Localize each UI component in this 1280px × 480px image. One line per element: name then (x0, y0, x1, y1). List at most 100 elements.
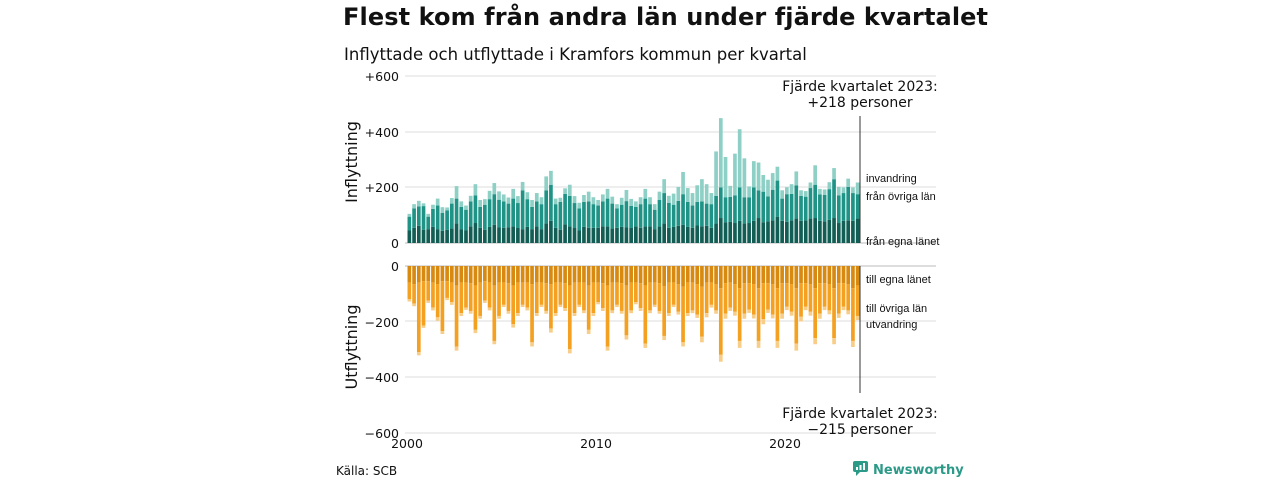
series-label-till-ovriga-lan: till övriga län (866, 303, 927, 315)
bar-fran-ovriga-lan (525, 199, 530, 227)
bar-till-ovriga-lan (737, 288, 742, 341)
bar-fran-ovriga-lan (530, 206, 534, 230)
bar-fran-ovriga-lan (737, 187, 742, 221)
bar-fran-ovriga-lan (681, 194, 685, 225)
bar-fran-ovriga-lan (549, 184, 553, 221)
bar-utvandring (685, 313, 690, 316)
bar-invandring (520, 181, 525, 191)
bar-fran-ovriga-lan (775, 180, 780, 217)
bar-till-egna-lanet (799, 266, 803, 284)
bar-invandring (416, 200, 421, 207)
bar-utvandring (610, 310, 615, 314)
bar-utvandring (634, 302, 638, 305)
bar-utvandring (789, 311, 794, 316)
bar-utvandring (723, 313, 728, 319)
bar-fran-egna-lanet (751, 220, 756, 243)
bar-fran-ovriga-lan (619, 204, 624, 227)
bar-fran-egna-lanet (492, 224, 497, 244)
bar-invandring (695, 185, 700, 202)
bar-invandring (747, 186, 751, 198)
bar-fran-egna-lanet (766, 221, 770, 243)
bar-till-egna-lanet (591, 266, 596, 283)
bar-fran-ovriga-lan (596, 205, 600, 228)
bar-invandring (756, 162, 761, 191)
bar-invandring (487, 190, 492, 200)
bar-till-ovriga-lan (794, 288, 799, 344)
bar-invandring (492, 183, 497, 195)
bar-fran-egna-lanet (421, 229, 426, 243)
bar-till-ovriga-lan (728, 282, 733, 308)
bar-utvandring (770, 314, 775, 319)
bar-invandring (605, 188, 610, 199)
bar-invandring (534, 193, 539, 202)
bar-utvandring (615, 304, 619, 308)
bar-till-ovriga-lan (435, 284, 440, 318)
bar-fran-ovriga-lan (827, 189, 832, 220)
bar-fran-ovriga-lan (539, 204, 544, 230)
bar-till-ovriga-lan (766, 283, 770, 310)
bar-invandring (851, 187, 855, 194)
bar-fran-egna-lanet (520, 229, 525, 244)
bar-fran-egna-lanet (445, 229, 449, 243)
bar-fran-ovriga-lan (624, 201, 629, 228)
bar-invandring (770, 173, 775, 190)
bar-till-egna-lanet (676, 266, 681, 285)
bar-till-ovriga-lan (704, 282, 709, 314)
bar-till-egna-lanet (520, 266, 525, 283)
bar-till-ovriga-lan (449, 282, 454, 303)
bar-fran-ovriga-lan (855, 194, 860, 219)
bar-fran-ovriga-lan (704, 203, 709, 226)
bar-till-egna-lanet (836, 266, 841, 284)
bar-till-ovriga-lan (487, 282, 492, 308)
bar-invandring (553, 198, 558, 205)
bar-till-ovriga-lan (733, 284, 737, 312)
bar-fran-egna-lanet (685, 226, 690, 244)
bar-invandring (818, 188, 822, 195)
bar-fran-egna-lanet (718, 218, 723, 244)
brand-logo[interactable]: Newsworthy (853, 461, 964, 480)
bar-till-ovriga-lan (822, 283, 827, 307)
bar-invandring (690, 193, 695, 206)
bar-till-ovriga-lan (836, 283, 841, 314)
bar-till-egna-lanet (667, 266, 671, 283)
bar-invandring (431, 204, 435, 209)
bar-utvandring (407, 299, 412, 302)
bar-utvandring (619, 310, 624, 314)
bar-fran-egna-lanet (558, 229, 563, 243)
bar-fran-egna-lanet (459, 229, 464, 244)
bar-till-ovriga-lan (615, 282, 619, 305)
bar-till-ovriga-lan (751, 284, 756, 315)
bar-utvandring (780, 313, 784, 319)
bar-till-ovriga-lan (638, 283, 643, 309)
bar-fran-ovriga-lan (610, 203, 615, 229)
bar-fran-egna-lanet (775, 216, 780, 243)
bar-fran-ovriga-lan (497, 199, 501, 228)
bar-utvandring (586, 329, 591, 334)
bar-invandring (742, 158, 747, 198)
bar-fran-egna-lanet (681, 224, 685, 244)
bar-till-egna-lanet (695, 266, 700, 285)
bar-utvandring (671, 304, 676, 308)
bar-fran-egna-lanet (440, 230, 445, 243)
bar-fran-egna-lanet (808, 218, 813, 243)
bar-till-ovriga-lan (832, 288, 836, 339)
bar-invandring (643, 188, 648, 199)
bar-utvandring (464, 307, 468, 310)
bar-invandring (733, 153, 737, 196)
bar-invandring (426, 213, 431, 217)
bar-till-ovriga-lan (652, 282, 657, 305)
bar-fran-ovriga-lan (714, 195, 718, 224)
bar-fran-egna-lanet (600, 226, 605, 243)
bar-fran-ovriga-lan (600, 201, 605, 227)
bar-till-egna-lanet (775, 266, 780, 289)
bar-fran-egna-lanet (770, 220, 775, 244)
bar-till-ovriga-lan (676, 284, 681, 312)
bar-invandring (737, 129, 742, 188)
bar-invandring (572, 196, 577, 204)
bar-invandring (421, 203, 426, 207)
bar-till-ovriga-lan (605, 285, 610, 347)
bar-till-egna-lanet (426, 266, 431, 282)
bar-till-egna-lanet (431, 266, 435, 283)
bar-till-ovriga-lan (785, 283, 789, 307)
bar-utvandring (667, 313, 671, 316)
